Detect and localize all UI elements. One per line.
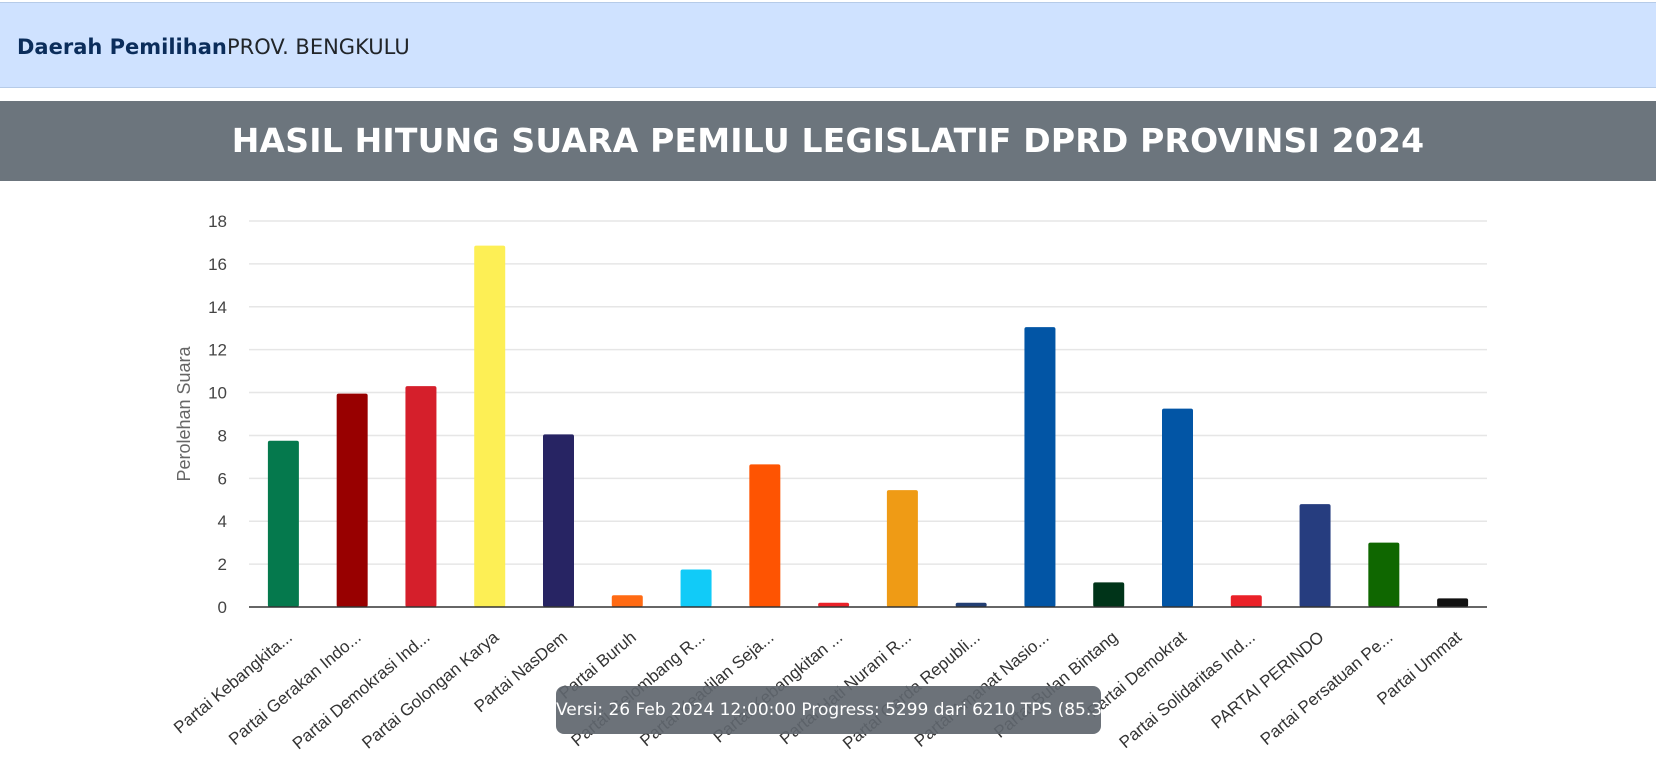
x-tick-label: Partai Kebangkita... <box>170 628 296 738</box>
bar[interactable] <box>1368 542 1400 607</box>
y-tick-label: 2 <box>218 555 227 574</box>
bar[interactable] <box>955 602 987 607</box>
bar[interactable] <box>749 464 781 607</box>
y-tick-label: 12 <box>208 341 227 360</box>
y-tick-labels: 0 2 4 6 8 10 12 14 16 18 <box>208 212 227 617</box>
x-tick-label: Partai Solidaritas Ind... <box>1116 628 1259 752</box>
x-tick-label: PARTAI PERINDO <box>1208 628 1328 733</box>
bar[interactable] <box>886 490 918 607</box>
bar[interactable] <box>1230 595 1262 607</box>
bar[interactable] <box>336 393 368 607</box>
bar[interactable] <box>1437 598 1469 607</box>
version-progress-badge: Versi: 26 Feb 2024 12:00:00 Progress: 52… <box>556 686 1136 734</box>
bar[interactable] <box>474 245 506 607</box>
bar[interactable] <box>1024 327 1056 607</box>
bar[interactable] <box>267 440 299 607</box>
title-bar: HASIL HITUNG SUARA PEMILU LEGISLATIF DPR… <box>0 101 1656 181</box>
x-tick-label: Partai Persatuan Pe... <box>1257 628 1397 749</box>
bar[interactable] <box>680 569 712 607</box>
bar[interactable] <box>1299 504 1331 607</box>
bar[interactable] <box>405 386 437 607</box>
y-tick-label: 10 <box>208 384 227 403</box>
y-tick-label: 14 <box>208 298 227 317</box>
y-tick-label: 8 <box>218 426 227 445</box>
y-tick-label: 6 <box>218 469 227 488</box>
bars <box>267 245 1469 607</box>
bar[interactable] <box>611 595 643 607</box>
bar[interactable] <box>1162 408 1193 607</box>
y-tick-label: 0 <box>218 598 227 617</box>
region-bar: Daerah Pemilihan PROV. BENGKULU <box>0 2 1656 88</box>
grid-lines <box>249 220 1487 565</box>
x-tick-label: Partai Demokrasi Ind... <box>289 628 434 754</box>
bar[interactable] <box>543 434 574 607</box>
bar-chart: 0 2 4 6 8 10 12 14 16 18 Perolehan Suara Partai K… <box>170 212 1487 754</box>
bar[interactable] <box>1093 582 1125 607</box>
y-tick-label: 4 <box>218 512 227 531</box>
region-label: Daerah Pemilihan <box>17 35 227 59</box>
y-tick-label: 18 <box>208 212 227 231</box>
bar[interactable] <box>818 602 850 607</box>
region-value: PROV. BENGKULU <box>227 35 410 59</box>
x-tick-label: Partai Gerakan Indo... <box>225 628 365 749</box>
y-tick-label: 16 <box>208 255 227 274</box>
y-axis-label: Perolehan Suara <box>174 345 194 481</box>
x-tick-label: Partai Golongan Karya <box>358 627 502 752</box>
page-title: HASIL HITUNG SUARA PEMILU LEGISLATIF DPR… <box>231 121 1425 160</box>
